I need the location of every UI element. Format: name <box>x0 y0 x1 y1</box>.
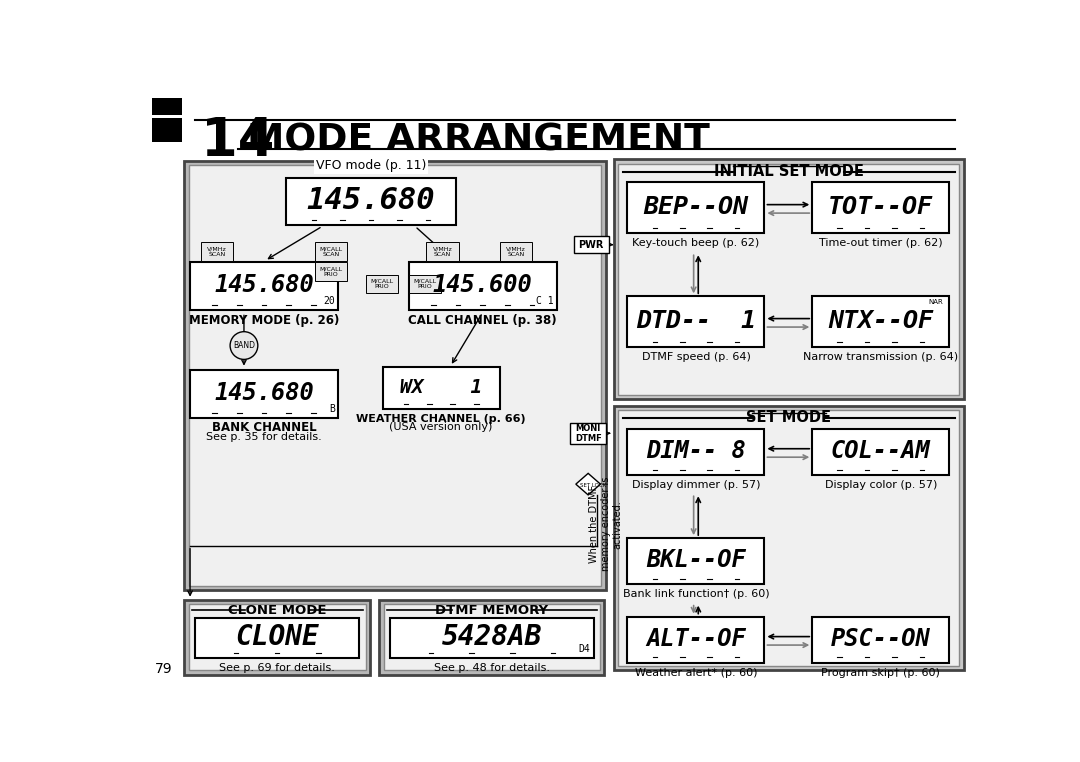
Text: VFO mode (p. 11): VFO mode (p. 11) <box>315 159 427 172</box>
Text: M/CALL
PRIO: M/CALL PRIO <box>370 279 393 290</box>
Bar <box>427 242 459 261</box>
Bar <box>812 296 949 347</box>
Bar <box>627 429 765 475</box>
Text: TOT--OF: TOT--OF <box>828 195 933 219</box>
Bar <box>408 262 556 310</box>
Bar <box>613 405 964 671</box>
Text: Bank link function† (p. 60): Bank link function† (p. 60) <box>623 589 769 599</box>
Bar <box>366 274 397 293</box>
Bar <box>627 538 765 584</box>
Text: V/MHz
SCAN: V/MHz SCAN <box>433 246 453 257</box>
Text: WEATHER CHANNEL (p. 66): WEATHER CHANNEL (p. 66) <box>356 414 526 424</box>
Text: Time-out timer (p. 62): Time-out timer (p. 62) <box>819 239 943 248</box>
Text: COL--AM: COL--AM <box>831 439 931 463</box>
Text: D4: D4 <box>579 645 591 655</box>
Bar <box>184 600 370 675</box>
Text: B: B <box>329 404 335 414</box>
Bar <box>285 178 457 226</box>
Text: M/CALL
SCAN: M/CALL SCAN <box>320 246 342 257</box>
Text: NTX--OF: NTX--OF <box>828 309 933 333</box>
Bar <box>314 262 347 281</box>
Text: DIM-- 8: DIM-- 8 <box>646 439 746 463</box>
Text: PWR: PWR <box>579 240 604 250</box>
Text: Display color (p. 57): Display color (p. 57) <box>824 480 937 490</box>
Text: INITIAL SET MODE: INITIAL SET MODE <box>714 164 864 179</box>
Text: CLONE: CLONE <box>235 623 319 652</box>
Bar <box>189 604 366 671</box>
Text: 145.680: 145.680 <box>307 186 435 215</box>
Bar <box>408 274 441 293</box>
Bar <box>314 242 347 261</box>
Text: Weather alert* (p. 60): Weather alert* (p. 60) <box>635 668 757 677</box>
Text: DTMF MEMORY: DTMF MEMORY <box>435 604 549 617</box>
Text: PSC--ON: PSC--ON <box>831 627 931 651</box>
Text: C 1: C 1 <box>536 296 554 306</box>
Text: See p. 48 for details.: See p. 48 for details. <box>434 663 550 673</box>
Bar <box>151 98 183 115</box>
Bar <box>184 161 606 591</box>
Bar <box>151 117 183 142</box>
Bar <box>201 242 233 261</box>
Text: (USA version only): (USA version only) <box>390 422 492 432</box>
Text: V/MHz
SCAN: V/MHz SCAN <box>207 246 227 257</box>
Text: Display dimmer (p. 57): Display dimmer (p. 57) <box>632 480 760 490</box>
Bar <box>573 236 609 253</box>
Text: CALL CHANNEL (p. 38): CALL CHANNEL (p. 38) <box>408 314 557 327</box>
Polygon shape <box>576 473 600 495</box>
Text: 145.600: 145.600 <box>433 274 532 297</box>
Bar <box>194 618 360 658</box>
Bar <box>812 182 949 233</box>
Text: MONI
DTMF: MONI DTMF <box>575 424 602 443</box>
Text: Narrow transmission (p. 64): Narrow transmission (p. 64) <box>804 352 958 362</box>
Bar <box>390 618 594 658</box>
Text: MODE ARRANGEMENT: MODE ARRANGEMENT <box>247 123 710 158</box>
Text: 14: 14 <box>201 116 274 168</box>
Text: ALT--OF: ALT--OF <box>646 627 746 651</box>
Text: DTMF speed (p. 64): DTMF speed (p. 64) <box>642 352 751 362</box>
Text: BAND: BAND <box>233 341 255 350</box>
Text: 145.680: 145.680 <box>214 381 314 405</box>
Bar <box>812 616 949 663</box>
Text: SET MODE: SET MODE <box>746 411 832 425</box>
Bar <box>627 296 765 347</box>
Text: M/CALL
PRIO: M/CALL PRIO <box>320 266 342 277</box>
Text: Key-touch beep (p. 62): Key-touch beep (p. 62) <box>632 239 759 248</box>
Text: When the DTMF
memory encoder is
activated.: When the DTMF memory encoder is activate… <box>590 477 622 572</box>
Text: See p. 35 for details.: See p. 35 for details. <box>206 432 322 442</box>
Bar <box>189 165 602 586</box>
Bar <box>379 600 605 675</box>
Text: M/CALL
PRIO: M/CALL PRIO <box>414 279 436 290</box>
Text: 79: 79 <box>154 662 173 676</box>
Text: NAR: NAR <box>928 299 943 305</box>
Bar <box>500 242 532 261</box>
Text: SET LOCK: SET LOCK <box>580 483 606 488</box>
Bar <box>613 159 964 399</box>
Text: 5428AB: 5428AB <box>442 623 542 652</box>
Text: Program skip† (p. 60): Program skip† (p. 60) <box>821 668 941 677</box>
Text: BEP--ON: BEP--ON <box>644 195 748 219</box>
Text: BKL--OF: BKL--OF <box>646 548 746 572</box>
Bar <box>382 367 500 409</box>
Text: See p. 69 for details.: See p. 69 for details. <box>219 663 335 673</box>
Bar <box>618 410 959 666</box>
Bar <box>384 604 599 671</box>
Bar <box>812 429 949 475</box>
Text: 20: 20 <box>323 296 335 306</box>
Text: DTD--  1: DTD-- 1 <box>636 309 756 333</box>
Bar <box>627 182 765 233</box>
Text: 145.680: 145.680 <box>214 274 314 297</box>
Circle shape <box>230 331 258 360</box>
Bar <box>190 262 338 310</box>
Bar <box>570 423 606 444</box>
Text: MEMORY MODE (p. 26): MEMORY MODE (p. 26) <box>189 314 339 327</box>
Bar <box>627 616 765 663</box>
Text: BANK CHANNEL: BANK CHANNEL <box>212 421 316 434</box>
Text: CLONE MODE: CLONE MODE <box>228 604 326 617</box>
Bar <box>618 164 959 395</box>
Text: WX    1: WX 1 <box>400 378 482 397</box>
Text: V/MHz
SCAN: V/MHz SCAN <box>505 246 526 257</box>
Bar <box>190 370 338 418</box>
